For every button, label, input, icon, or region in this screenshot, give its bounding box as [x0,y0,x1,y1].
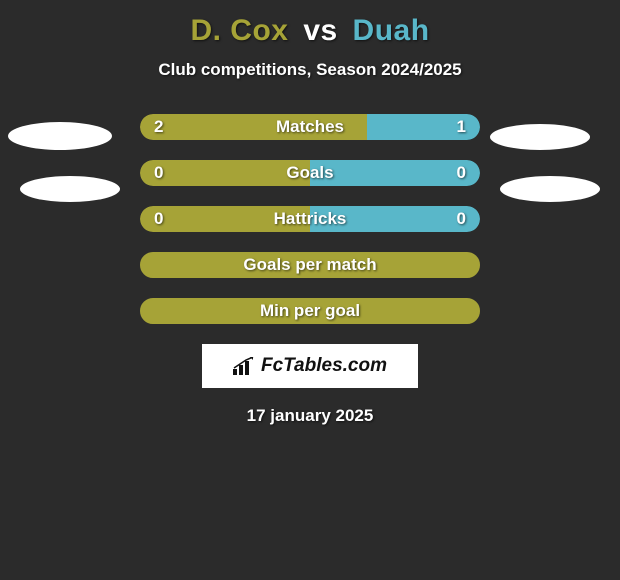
title-player2: Duah [353,14,430,47]
stat-bar: Goals0 0 [140,160,480,186]
stat-bar: Goals per match [140,252,480,278]
logo-text: FcTables.com [261,355,387,377]
stat-value-left: 2 [154,114,163,140]
stat-value-right: 0 [457,160,466,186]
stat-value-left: 0 [154,206,163,232]
stat-label: Goals per match [142,254,478,276]
stat-label: Min per goal [142,300,478,322]
stat-label: Matches [140,114,480,140]
stat-bar: Min per goal [140,298,480,324]
subtitle: Club competitions, Season 2024/2025 [0,60,620,80]
date-line: 17 january 2025 [0,406,620,426]
stat-label: Goals [140,160,480,186]
stat-bar: Hattricks0 0 [140,206,480,232]
decorative-oval [500,176,600,202]
chart-icon [233,357,255,375]
stat-row: Min per goal [0,298,620,324]
stat-label: Hattricks [140,206,480,232]
title-row: D. Cox vs Duah [0,0,620,48]
stat-value-right: 1 [457,114,466,140]
decorative-oval [490,124,590,150]
stat-bar: Matches2 1 [140,114,480,140]
stat-value-left: 0 [154,160,163,186]
decorative-oval [8,122,112,150]
stat-row: Goals per match [0,252,620,278]
title-player1: D. Cox [190,14,288,47]
decorative-oval [20,176,120,202]
logo-box: FcTables.com [202,344,418,388]
stat-value-right: 0 [457,206,466,232]
title-vs: vs [303,14,337,47]
stat-row: Hattricks0 0 [0,206,620,232]
